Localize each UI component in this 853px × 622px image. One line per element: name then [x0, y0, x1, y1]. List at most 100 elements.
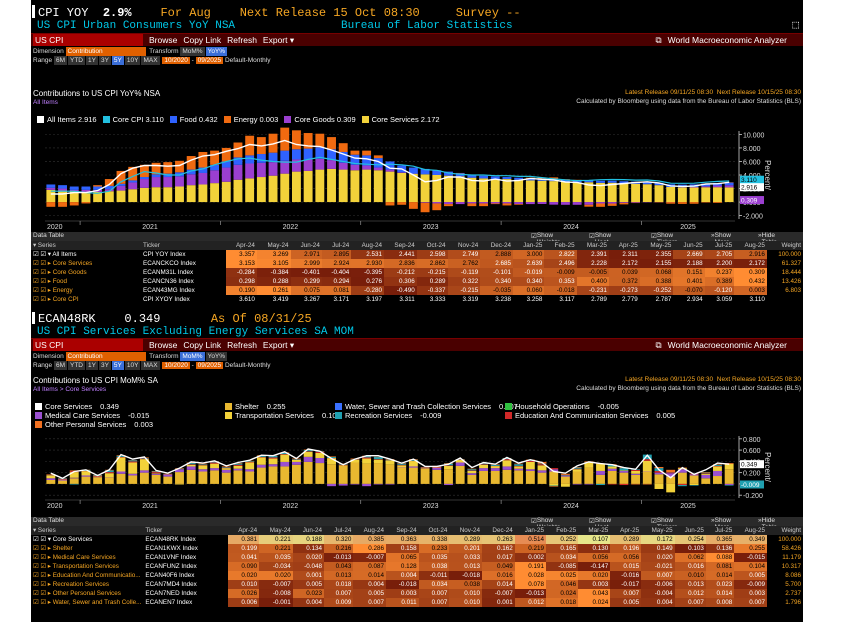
range-6m[interactable]: 6M — [53, 361, 67, 370]
series-name[interactable]: ☑ ☑ ▸ Education And Communicatio... — [33, 572, 141, 579]
panel-box[interactable]: US CPI — [33, 34, 143, 46]
column-header[interactable]: May-25 — [639, 241, 674, 250]
table-row[interactable]: ☑ ☑ ▸ Water, Sewer and Trash Colle... ECA… — [31, 598, 803, 607]
show-heat-map[interactable]: ☑ Show Heat Map — [589, 517, 611, 538]
legend-item[interactable]: Energy 0.003 — [218, 115, 278, 124]
ticker-cell[interactable]: ECAN7MD4 Index — [145, 581, 197, 588]
wma-link[interactable]: ⧉ World Macroeconomic Analyzer — [656, 34, 793, 46]
legend-item[interactable]: Food 0.432 — [164, 115, 218, 124]
legend-item[interactable]: Core Services 2.172 — [356, 115, 440, 124]
series-name[interactable]: ☑ ☑ ▸ Food — [33, 278, 68, 285]
legend-item[interactable]: Core CPI 3.110 — [97, 115, 164, 124]
column-header[interactable]: Feb-25 — [545, 526, 579, 535]
series-name[interactable]: ☑ ☑ ▸ Transportation Services — [33, 563, 119, 570]
range-3y[interactable]: 3Y — [98, 361, 111, 370]
range-10y[interactable]: 10Y — [124, 361, 141, 370]
show-tickers[interactable]: ☑ Show Tickers — [651, 517, 678, 531]
range-1y[interactable]: 1Y — [86, 56, 98, 65]
range-6m[interactable]: 6M — [53, 56, 67, 65]
show-weights[interactable]: ☑ Show Weights — [531, 517, 560, 531]
column-header[interactable]: Weight — [766, 526, 803, 535]
ticker-cell[interactable]: ECAN1VNF Index — [145, 554, 197, 561]
column-header[interactable]: Sep-24 — [383, 241, 417, 250]
series-name[interactable]: ☑ ☑ ▸ Water, Sewer and Trash Colle... — [33, 599, 142, 606]
series-name[interactable]: ☑ ☑ ▸ Other Personal Services — [33, 590, 121, 597]
column-header[interactable]: Jun-25 — [673, 241, 705, 250]
column-header[interactable]: Jul-24 — [323, 526, 354, 535]
table-row[interactable]: ☑ ☑ ▸ Medical Care Services ECAN1VNF Inde… — [31, 553, 803, 562]
column-header[interactable]: Nov-24 — [449, 526, 483, 535]
column-header[interactable]: Jul-25 — [705, 526, 735, 535]
table-row[interactable]: ☑ ☑ ▸ Core Goods ECANM31L Index -0.284 -0.3… — [31, 268, 803, 277]
series-name[interactable]: ☑ ☑ ▾ Core Services — [33, 536, 93, 543]
ticker-cell[interactable]: ECAN43MG Index — [143, 287, 195, 294]
legend-item[interactable]: Recreation Services -0.009 — [335, 411, 441, 420]
range-ytd[interactable]: YTD — [68, 56, 85, 65]
column-header[interactable]: ▾ Series — [31, 241, 141, 250]
expand-icon[interactable]: ⬚ — [792, 20, 799, 32]
copy-link-button[interactable]: Copy Link — [183, 35, 222, 45]
legend-item[interactable]: Education And Communication Services 0.00… — [505, 411, 675, 420]
column-header[interactable]: Oct-24 — [418, 526, 450, 535]
hide-table[interactable]: » Hide Table — [758, 232, 777, 246]
column-header[interactable]: Jun-24 — [292, 526, 324, 535]
transform-yoy[interactable]: YoY% — [205, 352, 228, 361]
legend-item[interactable]: Other Personal Services 0.003 — [35, 420, 153, 429]
range-to[interactable]: 09/2025 — [195, 57, 224, 64]
column-header[interactable]: Apr-24 — [226, 241, 257, 250]
range-3y[interactable]: 3Y — [98, 56, 111, 65]
panel-box[interactable]: US CPI — [33, 339, 143, 351]
wma-link[interactable]: ⧉ World Macroeconomic Analyzer — [656, 339, 793, 351]
column-header[interactable]: Mar-25 — [578, 526, 611, 535]
range-1y[interactable]: 1Y — [86, 361, 98, 370]
ticker-cell[interactable]: ECANCKCO Index — [143, 260, 196, 267]
column-header[interactable]: Aug-24 — [351, 241, 384, 250]
breadcrumb[interactable]: All Items > Core Services — [33, 386, 107, 393]
range-from[interactable]: 10/2020 — [162, 57, 190, 64]
column-header[interactable]: Ticker — [143, 526, 229, 535]
series-name[interactable]: ☑ ☑ ▸ Shelter — [33, 545, 73, 552]
legend-item[interactable]: Water, Sewer and Trash Collection Servic… — [335, 402, 518, 411]
ticker-cell[interactable]: ECANFUNZ Index — [145, 563, 197, 570]
show-heat-map[interactable]: ☑ Show Heat Map — [589, 232, 611, 253]
table-row[interactable]: ☑ ☑ ▸ Education And Communicatio... ECAN4… — [31, 571, 803, 580]
column-header[interactable]: Sep-24 — [385, 526, 419, 535]
ticker-cell[interactable]: ECAN7NED Index — [145, 590, 197, 597]
range-max[interactable]: MAX — [141, 361, 160, 370]
column-header[interactable]: Apr-25 — [610, 526, 642, 535]
show-more[interactable]: » Show More — [711, 517, 731, 531]
transform-mom[interactable]: MoM% — [180, 47, 205, 56]
ticker-cell[interactable]: ECAN48RK Index — [145, 536, 196, 543]
export-button[interactable]: Export ▾ — [262, 340, 295, 350]
ticker-cell[interactable]: ECANCN36 Index — [143, 278, 194, 285]
table-row[interactable]: ☑ ☑ ▾ Core Services ECAN48RK Index 0.381 0.… — [31, 535, 803, 544]
refresh-button[interactable]: Refresh — [227, 340, 257, 350]
browse-button[interactable]: Browse — [149, 35, 178, 45]
column-header[interactable]: Jul-24 — [321, 241, 352, 250]
column-header[interactable]: May-24 — [259, 526, 293, 535]
column-header[interactable]: May-24 — [256, 241, 291, 250]
column-header[interactable]: May-25 — [641, 526, 675, 535]
ticker-cell[interactable]: ECANM31L Index — [143, 269, 194, 276]
series-name[interactable]: ☑ ☑ ▸ Energy — [33, 287, 73, 294]
column-header[interactable]: Apr-24 — [228, 526, 260, 535]
table-row[interactable]: ☑ ☑ ▸ Core Services ECANCKCO Index 3.153 3.… — [31, 259, 803, 268]
series-name[interactable]: ☑ ☑ ▸ Core Services — [33, 260, 93, 267]
table-row[interactable]: ☑ ☑ ▸ Transportation Services ECANFUNZ In… — [31, 562, 803, 571]
column-header[interactable]: ▾ Series — [31, 526, 144, 535]
browse-button[interactable]: Browse — [149, 340, 178, 350]
export-button[interactable]: Export ▾ — [262, 35, 295, 45]
column-header[interactable]: Jan-25 — [513, 241, 545, 250]
table-row[interactable]: ☑ ☑ ▾ All Items CPI YOY Index 3.357 3.269 2.… — [31, 250, 803, 259]
range-5y[interactable]: 5Y — [111, 56, 124, 65]
legend-item[interactable]: Core Services 0.349 — [35, 402, 119, 411]
legend-item[interactable]: Core Goods 0.309 — [278, 115, 356, 124]
dimension-select[interactable]: Contribution — [65, 47, 146, 56]
range-from[interactable]: 10/2020 — [162, 362, 190, 369]
column-header[interactable]: Aug-24 — [353, 526, 386, 535]
legend-item[interactable]: Transportation Services 0.104 — [225, 411, 341, 420]
table-row[interactable]: ☑ ☑ ▸ Recreation Services ECAN7MD4 Index 0… — [31, 580, 803, 589]
column-header[interactable]: Ticker — [141, 241, 226, 250]
column-header[interactable]: Jun-25 — [674, 526, 706, 535]
show-weights[interactable]: ☑ Show Weights — [531, 232, 560, 246]
